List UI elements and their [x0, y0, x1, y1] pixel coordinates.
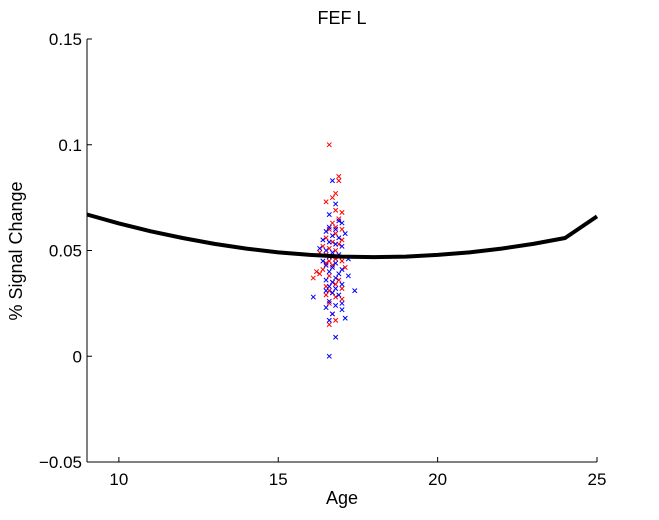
red-data-point	[310, 275, 316, 281]
red-data-point	[342, 264, 348, 270]
red-data-point	[339, 209, 345, 215]
x-tick-label: 15	[269, 470, 288, 489]
red-data-point	[336, 173, 342, 180]
blue-data-point	[339, 243, 345, 249]
blue-data-point	[336, 235, 342, 241]
blue-data-point	[336, 218, 342, 224]
red-data-point	[323, 260, 329, 266]
y-tick-label: 0.15	[49, 30, 82, 49]
blue-data-point	[323, 228, 329, 235]
x-tick-label: 20	[428, 470, 447, 489]
x-tick-label: 25	[588, 470, 607, 489]
blue-data-point	[323, 288, 329, 294]
red-data-point	[323, 235, 329, 241]
blue-data-point	[326, 224, 332, 230]
red-data-point	[333, 294, 339, 300]
fit-curve	[86, 212, 599, 260]
blue-data-point	[333, 260, 339, 266]
x-axis-label: Age	[326, 488, 358, 508]
x-tick-label: 10	[109, 470, 128, 489]
blue-data-point	[323, 305, 329, 311]
blue-data-point	[329, 290, 335, 296]
red-data-point	[326, 258, 332, 264]
blue-data-point	[339, 307, 345, 313]
blue-data-point	[339, 300, 345, 306]
red-data-point	[320, 266, 326, 273]
blue-data-point	[329, 233, 335, 239]
y-axis-label: % Signal Change	[6, 181, 26, 320]
blue-data-point	[333, 275, 339, 281]
blue-data-point	[323, 247, 329, 254]
red-data-point	[326, 142, 332, 148]
blue-data-point	[336, 271, 342, 277]
blue-data-point	[323, 277, 329, 283]
red-data-point	[326, 245, 332, 251]
blue-data-point	[326, 317, 332, 323]
red-data-point	[326, 321, 332, 328]
blue-data-point	[339, 220, 345, 226]
blue-data-point	[326, 269, 332, 275]
blue-data-point	[326, 239, 332, 245]
blue-data-point	[317, 245, 323, 251]
red-data-point	[326, 273, 332, 279]
red-data-point	[333, 224, 339, 230]
red-data-point	[333, 247, 339, 254]
red-data-point	[336, 277, 342, 283]
blue-data-point	[339, 266, 345, 273]
blue-data-point	[329, 311, 335, 317]
chart-title: FEF L	[317, 8, 366, 28]
blue-data-point	[339, 281, 345, 287]
blue-data-point	[333, 201, 339, 207]
blue-data-point	[342, 231, 348, 237]
red-data-point	[333, 317, 339, 323]
blue-data-point	[329, 264, 335, 270]
blue-data-point	[352, 288, 358, 294]
y-tick-label: −0.05	[39, 453, 82, 472]
red-data-point	[333, 281, 339, 287]
blue-data-point	[326, 283, 332, 290]
blue-data-point	[333, 334, 339, 340]
blue-data-point	[333, 286, 339, 292]
red-data-point	[336, 178, 342, 184]
red-data-point	[333, 190, 339, 196]
red-data-point	[339, 296, 345, 302]
y-tick-label: 0	[73, 347, 82, 366]
blue-data-point	[336, 292, 342, 298]
red-data-point	[333, 207, 339, 213]
red-data-point	[313, 269, 320, 275]
red-data-point	[329, 262, 335, 268]
red-data-point	[339, 237, 345, 243]
red-data-point	[339, 258, 345, 264]
blue-data-point	[320, 258, 326, 264]
red-data-point	[326, 300, 332, 306]
y-tick-label: 0.1	[58, 136, 82, 155]
red-data-point	[333, 231, 339, 237]
blue-data-point	[310, 294, 316, 300]
y-tick-label: 0.05	[49, 242, 82, 261]
plot-area: 10 15 20 25 −0.05 0 0.05 0.1 0.15	[39, 30, 606, 489]
blue-data-point	[326, 211, 332, 218]
blue-data-point	[329, 279, 335, 285]
blue-data-point	[326, 353, 332, 359]
blue-data-point	[333, 241, 339, 247]
red-data-point	[336, 216, 342, 222]
red-data-point	[339, 226, 345, 232]
red-data-point	[323, 199, 329, 205]
red-data-point	[329, 220, 335, 226]
blue-data-point	[333, 302, 339, 309]
red-data-point	[326, 226, 332, 232]
blue-data-point	[345, 273, 351, 279]
red-data-point	[320, 243, 326, 249]
red-data-point	[329, 195, 335, 201]
blue-data-point	[333, 226, 339, 232]
blue-data-point	[326, 298, 332, 304]
blue-data-point	[342, 315, 348, 321]
red-data-point	[317, 271, 323, 277]
blue-data-point	[323, 262, 329, 268]
blue-data-point	[329, 178, 335, 184]
red-data-point	[339, 286, 345, 292]
red-data-point	[323, 292, 329, 298]
blue-data-point	[320, 237, 326, 243]
